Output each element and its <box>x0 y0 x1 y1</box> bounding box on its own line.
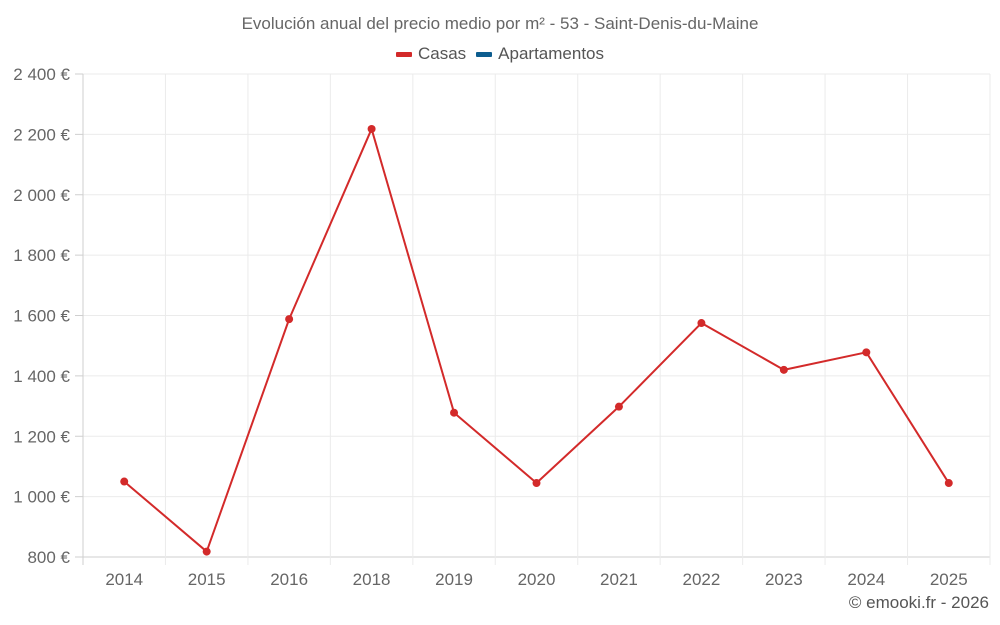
axis-layer: 800 € 1 000 € 1 200 € 1 400 € 1 600 € 1 800 €… <box>13 65 967 589</box>
x-tick-label: 2024 <box>847 570 885 589</box>
chart-legend: Casas Apartamentos <box>0 44 1000 64</box>
credit-text: © emooki.fr - 2026 <box>848 593 989 612</box>
y-tick-label: 2 400 € <box>13 65 70 84</box>
legend-swatch-apartamentos <box>476 51 493 57</box>
data-point[interactable] <box>862 348 871 357</box>
x-tick-label: 2016 <box>270 570 308 589</box>
data-point[interactable] <box>532 479 541 488</box>
chart-title: Evolución anual del precio medio por m² … <box>241 14 759 33</box>
x-tick-label: 2023 <box>765 570 803 589</box>
grid-layer <box>75 73 991 565</box>
data-point[interactable] <box>285 315 294 324</box>
legend-label-apartamentos: Apartamentos <box>498 44 605 63</box>
data-point[interactable] <box>450 408 459 417</box>
y-tick-label: 1 600 € <box>13 307 70 326</box>
x-tick-label: 2021 <box>600 570 638 589</box>
y-tick-label: 1 200 € <box>13 427 70 446</box>
legend-item-apartamentos[interactable]: Apartamentos <box>476 44 604 64</box>
y-tick-label: 2 200 € <box>13 125 70 144</box>
y-tick-label: 1 000 € <box>13 488 70 507</box>
x-tick-label: 2014 <box>105 570 143 589</box>
x-tick-label: 2022 <box>682 570 720 589</box>
data-point[interactable] <box>944 479 953 488</box>
data-point[interactable] <box>367 124 376 133</box>
series-layer <box>120 124 953 556</box>
y-tick-label: 1 800 € <box>13 246 70 265</box>
legend-label-casas: Casas <box>417 44 467 63</box>
data-point[interactable] <box>202 547 211 556</box>
data-point[interactable] <box>614 402 623 411</box>
data-point[interactable] <box>697 319 706 328</box>
y-tick-label: 1 400 € <box>13 367 70 386</box>
data-point[interactable] <box>120 477 129 486</box>
x-tick-label: 2018 <box>353 570 391 589</box>
x-tick-label: 2015 <box>188 570 226 589</box>
x-tick-label: 2025 <box>930 570 968 589</box>
y-tick-label: 800 € <box>27 548 70 567</box>
y-tick-label: 2 000 € <box>13 186 70 205</box>
legend-swatch-casas <box>395 51 412 57</box>
x-tick-label: 2019 <box>435 570 473 589</box>
data-point[interactable] <box>779 365 788 374</box>
legend-item-casas[interactable]: Casas <box>395 44 467 64</box>
x-tick-label: 2020 <box>518 570 556 589</box>
